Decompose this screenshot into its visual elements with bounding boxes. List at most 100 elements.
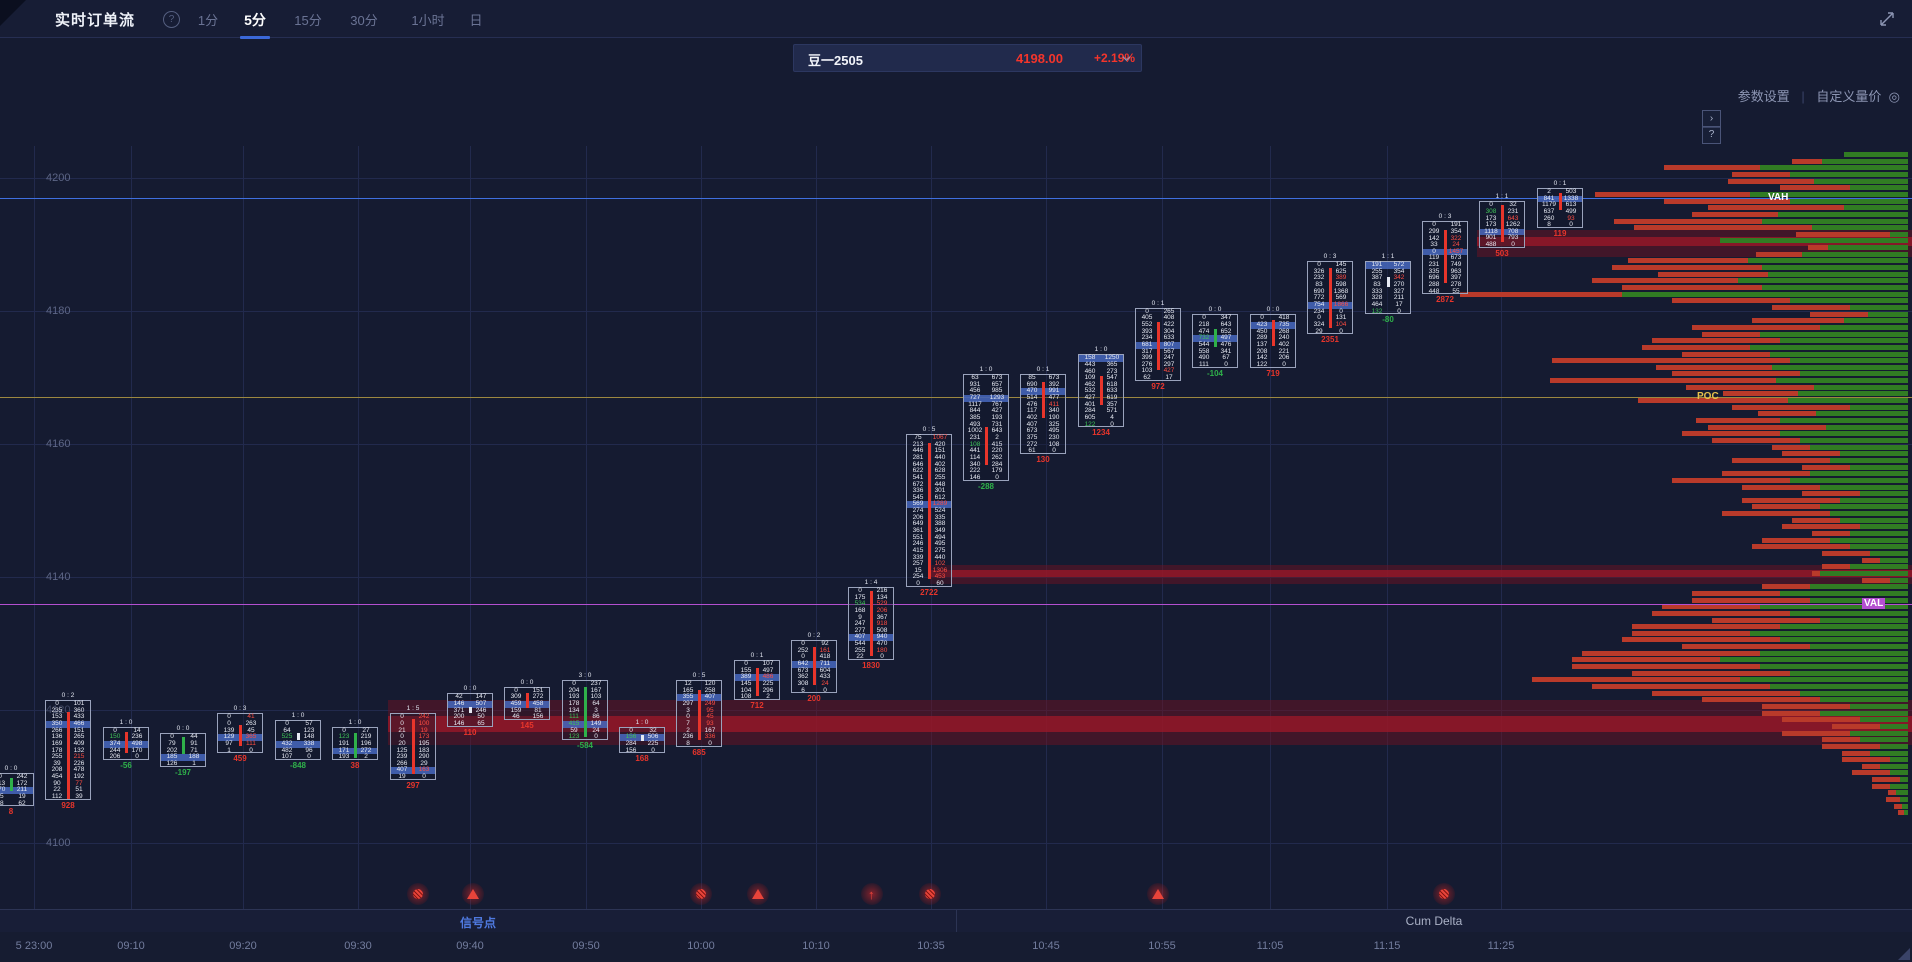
settings-button[interactable]: 参数设置 (1737, 89, 1790, 104)
footprint-column[interactable]: 1 : 0 0 27 123 219 191 196 171 272 193 2 38 (332, 719, 378, 770)
bid-ask-row: 462 618 (1079, 381, 1123, 389)
delta-label: 297 (406, 780, 420, 790)
footprint-column[interactable]: 0 : 2 0 101 235 360 153 433 350 466 266 151 136 265 1… (45, 692, 91, 810)
footprint-column[interactable]: 1 : 0 0 14 150 236 374 498 244 170 206 0 -56 (103, 719, 149, 770)
signal-marker-dot[interactable] (690, 883, 712, 905)
target-icon[interactable]: ◎ (1885, 89, 1900, 104)
footprint-column[interactable]: 0 : 1 0 107 155 497 389 486 145 225 104 296 108 2 712 (734, 652, 780, 710)
panel-help-button[interactable]: ? (1702, 126, 1721, 144)
ask-volume: 1 (192, 759, 196, 767)
cum-delta-panel-label[interactable]: Cum Delta (1405, 914, 1463, 928)
signals-panel-label[interactable]: 信号点 (459, 916, 496, 930)
footprint-column[interactable]: 0 : 1 0 265 405 408 552 422 393 304 234 633 681 807 3… (1135, 300, 1181, 391)
profile-bar-buy (1890, 757, 1908, 763)
bid-ask-row: 231 749 (1423, 261, 1467, 269)
footprint-column[interactable]: 0 : 0 0 44 79 91 202 71 185 188 126 1 -197 (160, 725, 206, 777)
profile-bar-sell (1662, 604, 1760, 610)
tab-30分[interactable]: 30分 (350, 13, 378, 28)
bid-ask-row: 0 418 (1251, 315, 1295, 322)
ask-volume: 262 (991, 453, 1003, 461)
ask-volume: 547 (1106, 374, 1118, 382)
bid-ask-row: 2 167 (677, 727, 721, 735)
delta-label: 145 (520, 720, 534, 730)
profile-bar-buy (1772, 364, 1908, 370)
footprint-column[interactable]: 0 : 0 0 347 218 643 474 652 732 497 544 476 558 341 4… (1192, 306, 1238, 378)
column-header: 1 : 4 (864, 578, 878, 586)
profile-bar-buy (1820, 710, 1908, 716)
candle-bar (411, 718, 415, 775)
profile-bar-sell (1886, 797, 1900, 803)
tab-15分[interactable]: 15分 (294, 13, 322, 28)
custom-volume-button[interactable]: 自定义量价 (1816, 89, 1882, 104)
signal-marker-arrow[interactable]: ↑ (861, 883, 883, 905)
profile-bar-buy (1820, 697, 1908, 703)
bid-ask-row: 393 304 (1136, 328, 1180, 336)
profile-bar (1722, 471, 1908, 477)
collapse-icon[interactable] (1880, 12, 1894, 31)
footprint-column[interactable]: 1 : 0 63 673 931 657 456 985 727 1293 1117 767 844 4… (963, 366, 1009, 491)
footprint-column[interactable]: 1 : 0 158 1250 443 365 460 273 109 547 462 618 532 6… (1078, 346, 1124, 437)
footprint-column[interactable]: 0 : 5 75 1067 213 420 446 151 281 440 646 402 622 62… (906, 426, 952, 597)
signal-marker-tri[interactable] (1147, 883, 1169, 905)
signal-marker-tri[interactable] (462, 883, 484, 905)
tab-1分[interactable]: 1分 (197, 13, 219, 28)
signal-marker-tri[interactable] (747, 883, 769, 905)
ask-volume: 221 (1278, 347, 1290, 355)
delta-label: 200 (807, 694, 821, 704)
footprint-column[interactable]: 3 : 0 0 237 204 167 193 103 178 64 134 3 111 86 415 14… (562, 672, 608, 750)
bid-ask-row: 255 215 (46, 753, 90, 761)
ask-volume: 0 (135, 753, 139, 761)
footprint-column[interactable]: 1 : 5 0 242 0 100 21 19 0 173 20 195 125 183 239 290 26… (390, 705, 436, 790)
bid-ask-row: 482 96 (276, 747, 320, 755)
footprint-column[interactable]: 0 : 0 0 418 423 735 450 268 289 240 137 402 208 221 1… (1250, 306, 1296, 378)
footprint-column[interactable]: 0 : 00 242 113 172 170 211 45 19 28 62 8 (0, 765, 34, 816)
footprint-column[interactable]: 1 : 0 0 32 156 506 284 225 156 0 168 (619, 719, 665, 763)
signal-marker-dot[interactable] (407, 883, 429, 905)
ask-volume: 190 (1048, 414, 1060, 422)
ask-volume: 470 (876, 640, 888, 648)
signal-marker-dot[interactable] (1433, 883, 1455, 905)
footprint-column[interactable]: 0 : 1 2 503 841 1338 1179 613 637 499 260 93 8 0 119 (1537, 180, 1583, 238)
bid-volume: 153 (51, 713, 63, 721)
footprint-column[interactable]: 0 : 3 0 191 299 354 142 322 33 24 0 1457 119 673 231 7… (1422, 213, 1468, 304)
ask-volume: 708 (1507, 227, 1519, 235)
bid-volume: 339 (912, 553, 924, 561)
bid-volume: 0 (0, 773, 11, 781)
bid-volume: 132 (1371, 307, 1383, 315)
footprint-column[interactable]: 1 : 0 0 57 64 123 525 148 432 338 482 96 107 0 -848 (275, 712, 321, 770)
val-line (0, 603, 1912, 605)
profile-bar (1772, 444, 1908, 450)
footprint-column[interactable]: 0 : 5 12 120 165 258 355 407 297 249 3 95 0 45 7 93 2 16… (676, 672, 722, 757)
delta-label: -288 (977, 481, 994, 491)
bid-volume: 247 (854, 620, 866, 628)
bid-volume: 288 (1428, 280, 1440, 288)
resize-handle[interactable] (1898, 948, 1910, 960)
tab-1小时[interactable]: 1小时 (411, 13, 445, 28)
profile-bar-sell (1822, 564, 1850, 570)
profile-bar-buy (1790, 477, 1908, 483)
footprint-column[interactable]: 1 : 1 0 32 308 231 173 643 173 1262 1118 708 901 793… (1479, 193, 1525, 258)
footprint-column[interactable]: 0 : 0 0 151 309 272 459 458 159 81 46 156 145 (504, 679, 550, 730)
profile-bar (1572, 657, 1908, 663)
tab-日[interactable]: 日 (469, 13, 483, 28)
footprint-column[interactable]: 0 : 3 0 41 0 263 139 45 129 365 97 111 1 0 459 (217, 705, 263, 763)
footprint-column[interactable]: 0 : 2 0 92 252 161 0 418 642 711 673 604 362 433 308 2… (791, 632, 837, 703)
footprint-column[interactable]: 0 : 1 85 673 690 392 470 991 514 477 476 411 117 340… (1020, 366, 1066, 464)
footprint-column[interactable]: 0 : 3 0 145 326 625 232 389 83 598 690 1368 772 569 7… (1307, 253, 1353, 344)
bid-ask-row: 252 161 (792, 647, 836, 655)
profile-bar (1732, 404, 1908, 410)
instrument-selector[interactable]: 豆一2505 4198.00 +2.19% (793, 44, 1142, 72)
panel-next-button[interactable]: › (1702, 110, 1721, 128)
footprint-column[interactable]: 0 : 0 42 147 146 507 371 246 200 50 146 65 110 (447, 685, 493, 737)
help-icon[interactable]: ? (163, 11, 180, 28)
footprint-column[interactable]: 1 : 1 191 572 255 354 387 342 83 270 333 327 328 211… (1365, 253, 1411, 324)
time-axis[interactable]: 5 23:00 09:10 09:20 09:30 09:40 09:50 10:00 10:… (0, 932, 1912, 962)
bid-volume: 119 (1428, 254, 1440, 262)
footprint-box: 42 147 146 507 371 246 200 50 146 65 (447, 693, 493, 727)
signal-marker-dot[interactable] (919, 883, 941, 905)
footprint-column[interactable]: 1 : 4 0 216 175 134 534 529 168 206 9 367 247 918 277… (848, 579, 894, 670)
column-header: 0 : 0 (520, 678, 534, 686)
tab-5分[interactable]: 5分 (238, 10, 272, 39)
bid-volume: 150 (109, 733, 121, 741)
